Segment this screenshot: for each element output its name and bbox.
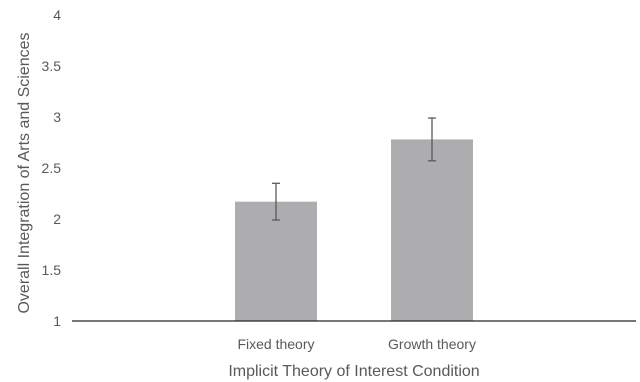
- y-tick-label: 3.5: [42, 58, 62, 74]
- y-tick-label: 1: [53, 313, 61, 329]
- x-category-label: Growth theory: [388, 336, 476, 352]
- y-tick-label: 3: [53, 109, 61, 125]
- x-category-label: Fixed theory: [237, 336, 314, 352]
- bars: [235, 139, 473, 321]
- x-axis-title: Implicit Theory of Interest Condition: [228, 363, 479, 380]
- y-tick-label: 2: [53, 211, 61, 227]
- y-axis-ticks: 1 1.5 2 2.5 3 3.5 4: [42, 7, 62, 329]
- bar: [391, 139, 473, 321]
- y-tick-label: 2.5: [42, 160, 62, 176]
- x-axis-categories: Fixed theory Growth theory: [237, 336, 475, 352]
- y-axis-title: Overall Integration of Arts and Sciences: [16, 32, 33, 313]
- y-tick-label: 4: [53, 7, 61, 23]
- y-tick-label: 1.5: [42, 262, 62, 278]
